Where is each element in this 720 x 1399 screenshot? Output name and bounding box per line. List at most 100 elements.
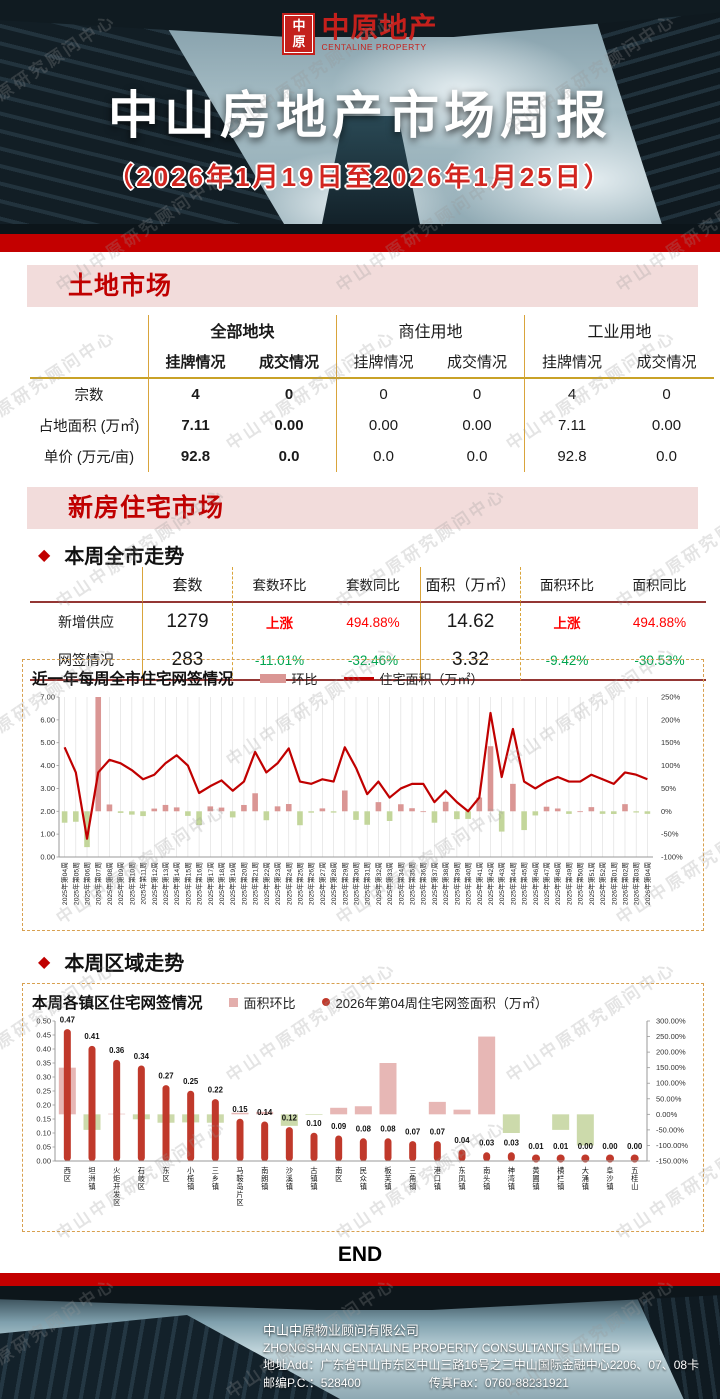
svg-text:大: 大 [582,1166,589,1175]
legend-label: 环比 [291,671,318,687]
svg-text:2025年第36周: 2025年第36周 [419,862,428,905]
svg-text:发: 发 [113,1190,120,1199]
svg-text:150.00%: 150.00% [656,1063,686,1072]
section-title-new-house: 新房住宅市场 [27,487,698,529]
svg-text:0.41: 0.41 [84,1032,100,1041]
svg-text:2.00: 2.00 [40,807,55,816]
heading-text: 本周全市走势 [64,546,185,568]
land-value: 0.00 [651,417,682,434]
svg-text:2026年第02周: 2026年第02周 [620,862,629,905]
svg-text:2025年第37周: 2025年第37周 [430,862,439,905]
postcode-fax-line: 邮编P.C.：528400 传真Fax：0760-88231921 [263,1375,699,1392]
svg-text:溪: 溪 [286,1174,293,1183]
svg-text:阜: 阜 [606,1166,613,1175]
svg-text:板: 板 [384,1166,391,1175]
land-subheader: 成交情况 [619,345,714,379]
svg-text:镇: 镇 [286,1182,293,1191]
svg-text:300.00%: 300.00% [656,1017,686,1026]
postcode: 邮编P.C.：528400 [263,1375,361,1390]
svg-text:镇: 镇 [606,1182,613,1191]
svg-text:区: 区 [335,1174,342,1183]
svg-text:2025年第50周: 2025年第50周 [576,862,585,905]
svg-text:区: 区 [64,1174,71,1183]
land-value: 0.0 [466,448,488,465]
svg-text:2025年第23周: 2025年第23周 [273,862,282,905]
wk-header: 面积环比 [520,567,613,603]
svg-text:开: 开 [113,1182,120,1191]
regional-chart-title: 本周各镇区住宅网签情况 [32,995,203,1012]
land-subheader: 成交情况 [242,345,336,379]
report-title: 中山房地产市场周报 [107,89,612,145]
svg-text:镇: 镇 [557,1182,564,1191]
area-mom-swatch-icon [228,997,238,1007]
logo-cn-text: 中原地产 [321,12,438,43]
svg-text:炬: 炬 [113,1174,120,1183]
svg-text:2025年第04周: 2025年第04周 [60,862,69,905]
svg-text:2025年第25周: 2025年第25周 [295,862,304,905]
svg-text:50%: 50% [661,784,676,793]
heading-regional-trend: ◆ 本周区域走势 [38,947,184,976]
seal-char-bottom: 原 [292,34,306,49]
hero-photo: 中 原 中原地产 CENTALINE PROPERTY 中山房地产市场周报 （2… [0,0,720,234]
wk-header-blank [30,567,142,603]
svg-text:2025年第42周: 2025年第42周 [486,862,495,905]
legend-week-area: 2026年第04周住宅网签面积（万㎡） [321,993,548,1012]
land-group-all: 全部地块 [148,315,336,345]
svg-text:0.15: 0.15 [232,1105,248,1114]
svg-text:2025年第39周: 2025年第39周 [452,862,461,905]
svg-text:东: 东 [162,1166,169,1175]
svg-text:2025年第15周: 2025年第15周 [183,862,192,905]
svg-text:片: 片 [236,1190,243,1199]
company-address: 地址Add：广东省中山市东区中山三路16号之三中山国际金融中心2206、07、0… [263,1358,700,1373]
svg-text:2025年第10周: 2025年第10周 [127,862,136,905]
svg-text:朗: 朗 [261,1174,268,1183]
svg-text:0.25: 0.25 [183,1077,199,1086]
wk-header: 面积同比 [613,567,706,603]
svg-text:镇: 镇 [88,1182,95,1191]
svg-text:神: 神 [508,1166,515,1175]
svg-text:2025年第47周: 2025年第47周 [542,862,551,905]
land-value: 0.0 [656,448,677,465]
svg-text:0.10: 0.10 [306,1119,322,1128]
regional-chart-box: 本周各镇区住宅网签情况 面积环比 2026年第04周住宅网签面积（万㎡） 0.4… [22,983,704,1232]
wk-row-label: 新增供应 [58,614,114,630]
legend-label: 2026年第04周住宅网签面积（万㎡） [335,995,548,1011]
land-market-table: 全部地块 商住用地 工业用地 挂牌情况 成交情况 挂牌情况 成交情况 挂牌情况 … [30,315,714,472]
svg-text:2025年第35周: 2025年第35周 [408,862,417,905]
regional-signed-chart: 0.47 0.41 0.36 0.34 0.27 0.25 0.22 0.15 0.14 0.12… [36,1015,688,1207]
svg-text:0.12: 0.12 [282,1113,298,1122]
svg-text:0.25: 0.25 [36,1087,51,1096]
wk-header: 套数 [142,567,232,603]
svg-text:0.30: 0.30 [36,1073,51,1082]
diamond-bullet-icon: ◆ [38,546,51,564]
legend-label: 住宅面积（万㎡） [379,671,484,687]
svg-text:镇: 镇 [384,1182,391,1191]
svg-text:民: 民 [360,1166,367,1175]
area-line-swatch-icon [343,676,374,680]
svg-text:0.27: 0.27 [158,1071,173,1080]
svg-text:0.03: 0.03 [504,1139,520,1148]
red-divider-bottom [0,1273,720,1286]
svg-text:南: 南 [335,1166,342,1175]
svg-text:岐: 岐 [138,1174,145,1183]
svg-text:0.35: 0.35 [36,1059,51,1068]
svg-text:2025年第49周: 2025年第49周 [564,862,573,905]
centaline-seal-icon: 中 原 [282,13,316,55]
footer-building-top [0,1286,720,1310]
land-row-label: 宗数 [74,388,104,404]
svg-text:三: 三 [212,1166,219,1175]
land-value: 0.0 [336,441,430,472]
supply-count: 1279 [142,603,232,641]
svg-text:凤: 凤 [458,1174,465,1183]
diamond-bullet-icon: ◆ [38,953,51,971]
svg-text:2025年第21周: 2025年第21周 [251,862,260,905]
svg-text:0.07: 0.07 [430,1127,445,1136]
svg-text:2025年第34周: 2025年第34周 [396,862,405,905]
supply-area-mom: 上涨 [520,603,613,641]
svg-text:0.08: 0.08 [356,1125,372,1134]
legend-area-mom: 面积环比 [228,993,296,1012]
svg-text:2025年第17周: 2025年第17周 [206,862,215,905]
svg-text:0.03: 0.03 [479,1139,495,1148]
wk-header: 面积（万㎡） [420,567,520,603]
svg-text:150%: 150% [661,738,681,747]
